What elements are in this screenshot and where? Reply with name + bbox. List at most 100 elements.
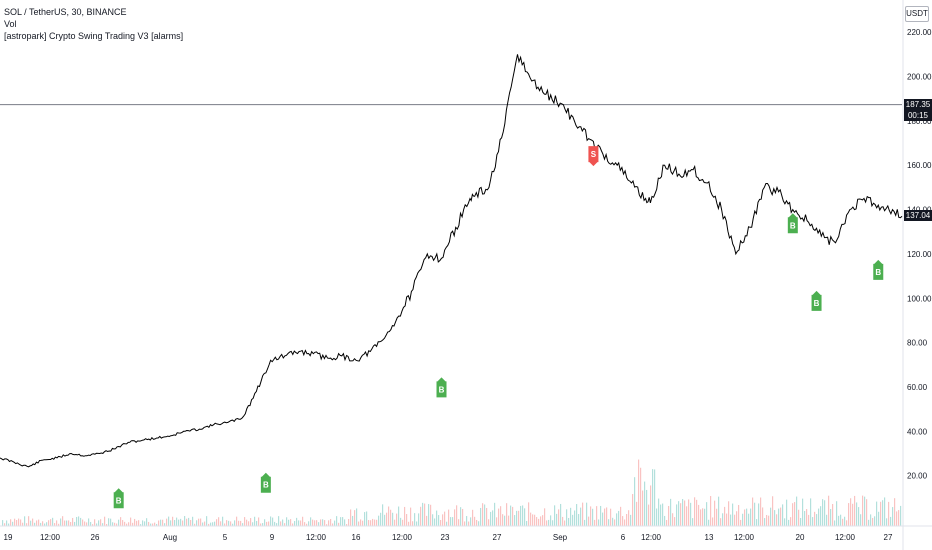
volume-bar [770, 507, 772, 526]
volume-bar [816, 514, 818, 526]
price-tick-label: 160.00 [907, 161, 932, 170]
volume-bar [294, 521, 296, 526]
volume-bar [24, 516, 26, 526]
volume-bar [584, 519, 586, 526]
volume-bar [48, 520, 50, 526]
volume-bar [460, 507, 462, 526]
volume-bar [208, 523, 210, 526]
volume-bar [756, 519, 758, 526]
volume-bar [258, 517, 260, 526]
volume-bar [12, 521, 14, 526]
volume-bar [738, 504, 740, 526]
volume-bar [752, 497, 754, 526]
volume-bar [814, 511, 816, 526]
volume-bar [590, 506, 592, 526]
volume-bar [896, 511, 898, 526]
volume-bar [810, 498, 812, 526]
volume-bar [588, 516, 590, 526]
volume-bar [412, 521, 414, 526]
time-tick-label: 27 [884, 533, 893, 542]
volume-bar [440, 520, 442, 526]
volume-bar [704, 508, 706, 526]
time-axis[interactable]: 19 12:00 26 Aug 5 9 12:00 16 12:00 23 27 Sep 6 12:00 1… [0, 525, 932, 542]
volume-bar [420, 506, 422, 526]
time-tick-label: 5 [223, 533, 228, 542]
time-tick-label: 12:00 [306, 533, 327, 542]
volume-bar [720, 518, 722, 526]
volume-bar [228, 520, 230, 526]
volume-bar [806, 509, 808, 526]
strategy-indicator-label[interactable]: [astropark] Crypto Swing Trading V3 [ala… [4, 31, 184, 41]
price-axis[interactable]: 220.00 200.00 180.00 160.00 140.00 120.00 100.… [902, 0, 932, 550]
volume-bar [722, 513, 724, 526]
volume-bar [432, 514, 434, 526]
time-tick-label: 20 [796, 533, 805, 542]
volume-bar [124, 521, 126, 526]
time-tick-label: 12:00 [835, 533, 856, 542]
volume-bar [578, 514, 580, 526]
volume-bar [160, 519, 162, 526]
volume-bar [366, 511, 368, 526]
signal-label: B [263, 481, 269, 490]
volume-bar [42, 521, 44, 526]
volume-bar [404, 506, 406, 526]
volume-bar [732, 503, 734, 526]
currency-button[interactable]: USDT [905, 6, 929, 22]
volume-bar [26, 523, 28, 526]
volume-bar [354, 510, 356, 526]
volume-bar [874, 516, 876, 526]
volume-bar [2, 520, 4, 526]
volume-bar [596, 506, 598, 526]
volume-bar [356, 508, 358, 526]
volume-bar [864, 496, 866, 526]
volume-bar [336, 516, 338, 526]
volume-bar [116, 523, 118, 526]
volume-bar [784, 518, 786, 526]
symbol-title[interactable]: SOL / TetherUS, 30, BINANCE [4, 7, 127, 17]
volume-bar [822, 499, 824, 526]
volume-bar [232, 523, 234, 526]
volume-bar [514, 515, 516, 526]
volume-bar [414, 513, 416, 526]
volume-bar [426, 515, 428, 526]
volume-bar [394, 519, 396, 526]
volume-bar [538, 518, 540, 526]
volume-bar [878, 511, 880, 526]
volume-bar [40, 522, 42, 526]
volume-bar [82, 519, 84, 526]
volume-bar [236, 516, 238, 526]
volume-bar [392, 512, 394, 526]
volume-bar [142, 520, 144, 526]
time-tick-label: 12:00 [641, 533, 662, 542]
volume-bar [90, 521, 92, 526]
volume-bar [892, 507, 894, 526]
volume-bar [196, 520, 198, 526]
volume-bar [880, 501, 882, 526]
volume-bar [718, 496, 720, 526]
volume-bar [624, 519, 626, 526]
volume-bar [364, 512, 366, 526]
volume-bar [6, 520, 8, 526]
volume-bar [726, 513, 728, 526]
volume-bar [78, 516, 80, 526]
volume-bar [316, 520, 318, 526]
volume-bar [138, 520, 140, 526]
volume-indicator-label[interactable]: Vol [4, 19, 17, 29]
time-tick-label: 26 [91, 533, 100, 542]
volume-bar [296, 517, 298, 526]
price-tick-label: 200.00 [907, 73, 932, 82]
volume-bar [556, 513, 558, 526]
volume-bar [544, 508, 546, 526]
volume-bar [444, 511, 446, 526]
volume-bar [106, 523, 108, 526]
volume-bar [666, 519, 668, 526]
volume-bar [70, 521, 72, 526]
volume-bar [478, 521, 480, 526]
volume-bar [332, 523, 334, 526]
volume-bar [372, 518, 374, 526]
volume-bar [844, 516, 846, 526]
price-tick-label: 40.00 [907, 427, 928, 436]
volume-bar [856, 502, 858, 526]
